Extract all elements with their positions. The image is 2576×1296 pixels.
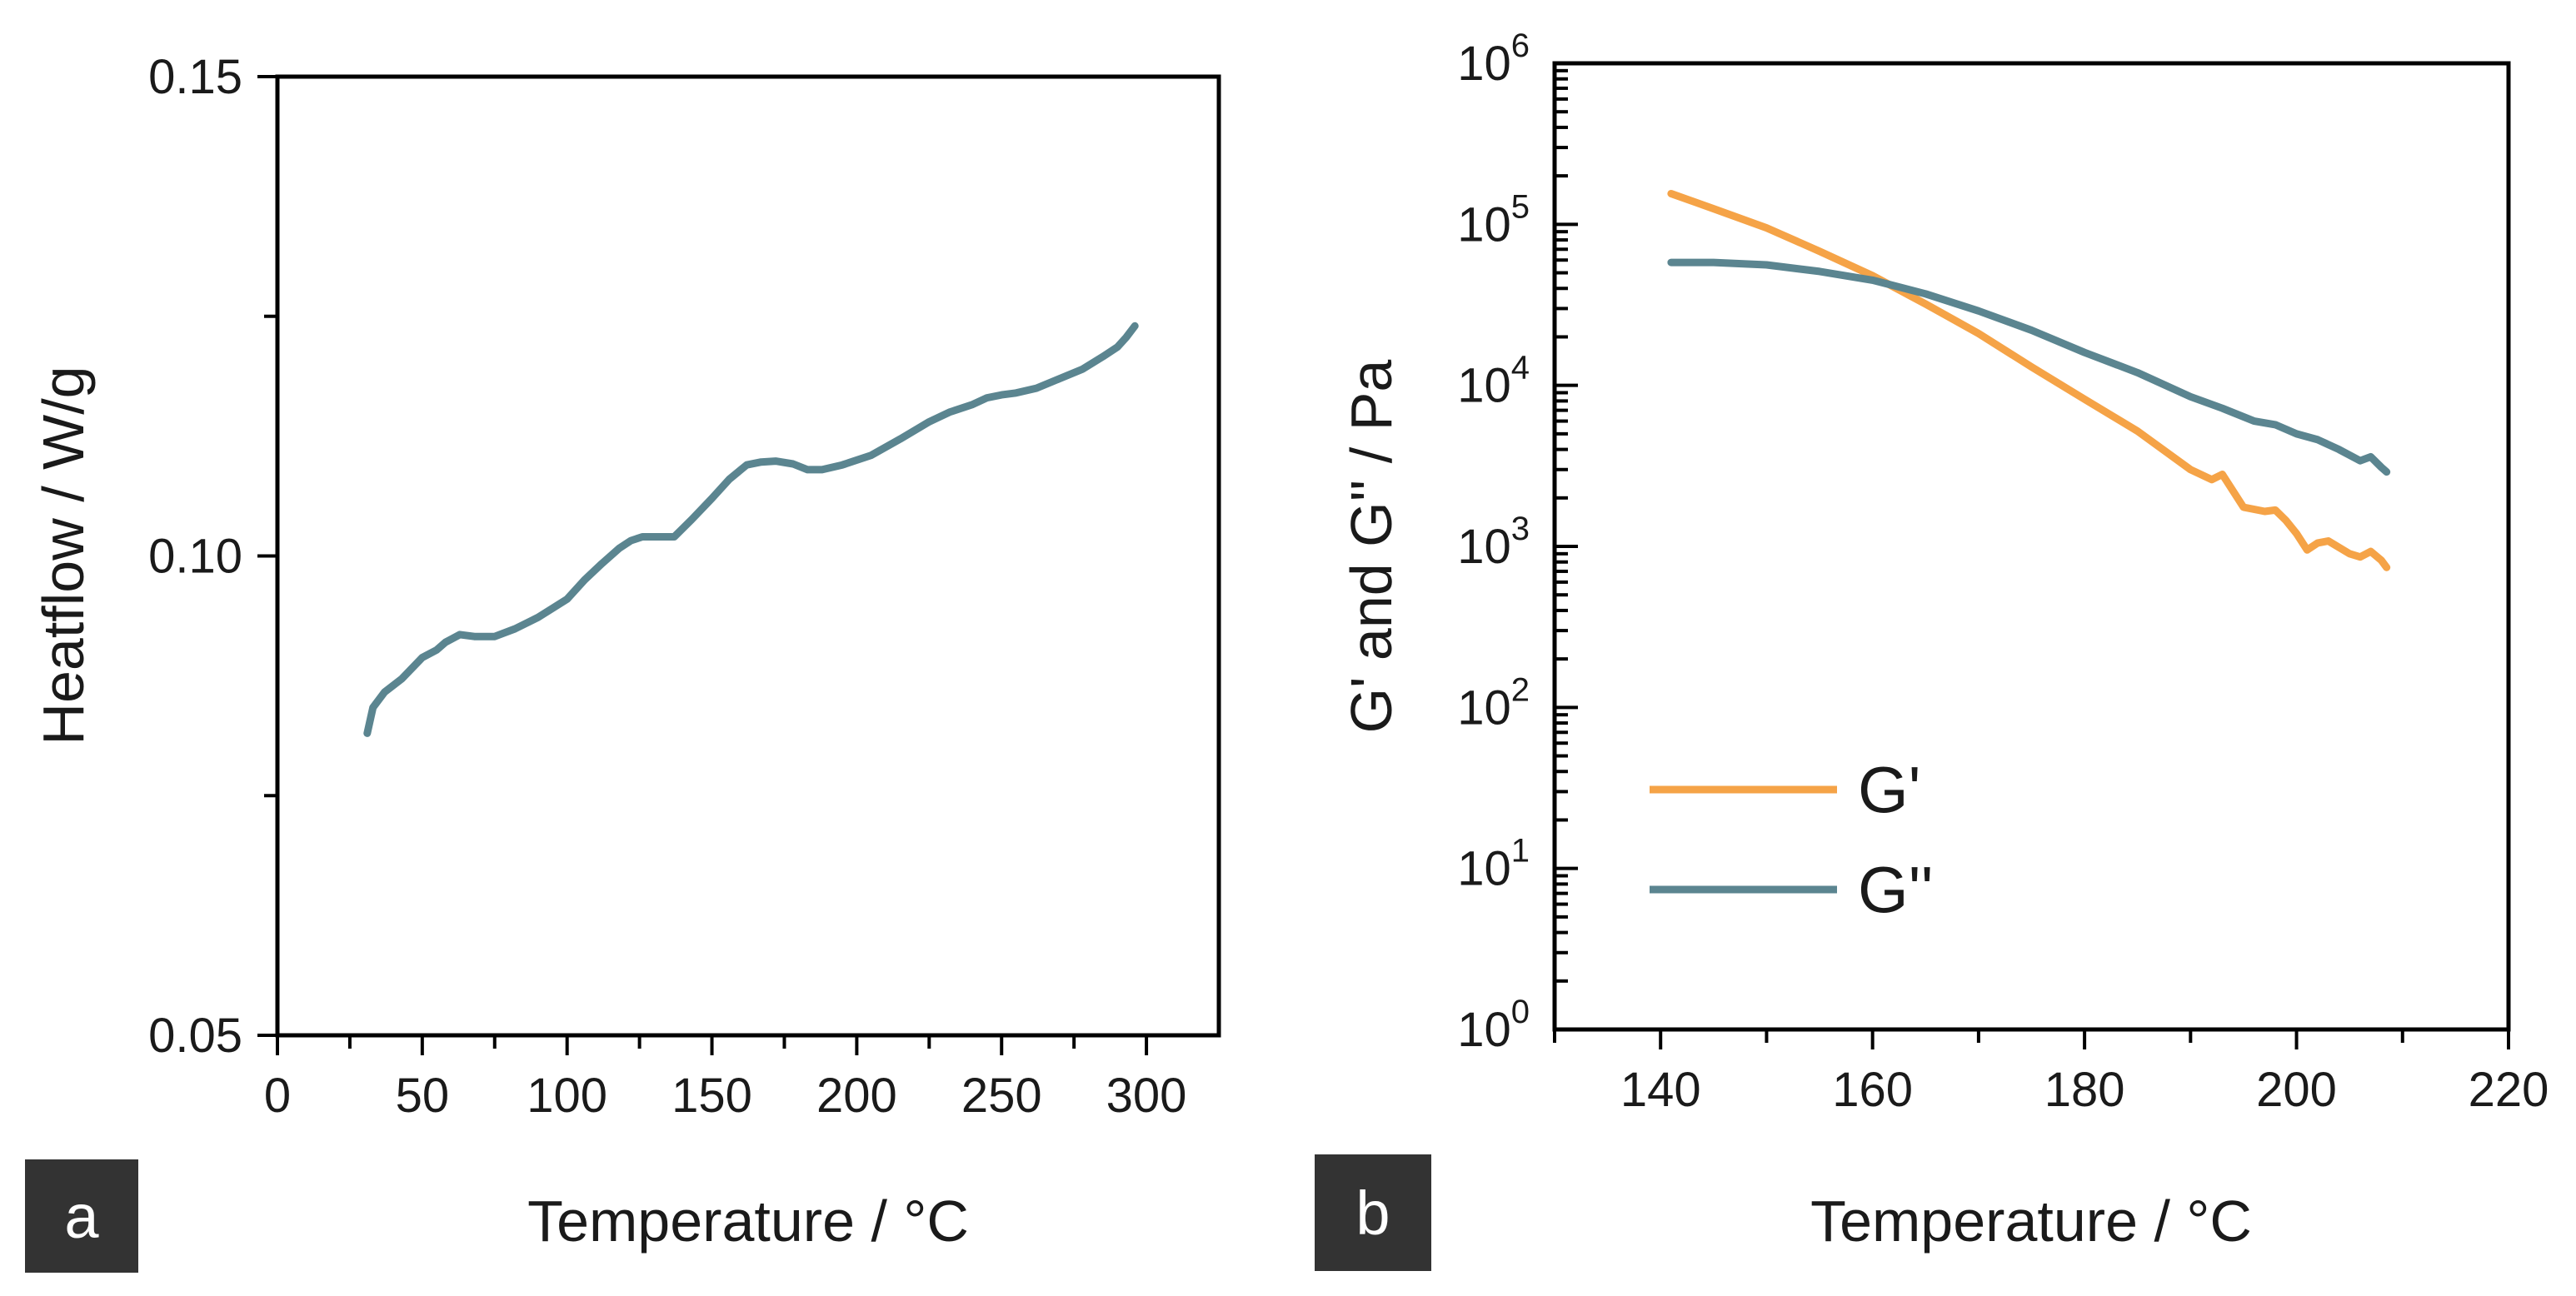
legend: G' G'' (1650, 753, 1933, 926)
panel-a-plot-frame (275, 74, 1221, 1038)
panel-b-y-tick-label: 103 (1457, 511, 1530, 574)
panel-b-tag: b (1315, 1154, 1431, 1271)
panel-b-modulus-chart: 140 160 180 200 220 100 101 102 103 104 105 106 Te… (1315, 27, 2549, 1271)
panel-b-plot-frame (1552, 61, 2511, 1032)
panel-b-y-tick-label: 106 (1457, 27, 1530, 91)
legend-label-g-prime: G' (1858, 753, 1921, 826)
panel-a-heatflow-chart: 0 50 100 150 200 250 300 0.05 0.10 0.15 Temperat… (25, 50, 1221, 1273)
panel-b-tag-label: b (1355, 1179, 1390, 1248)
panel-a-x-tick-label: 50 (396, 1069, 450, 1123)
panel-a-y-tick-label: 0.10 (148, 530, 242, 584)
panel-a-y-axis-title: Heatflow / W/g (31, 366, 96, 745)
panel-b-g-prime-line (1667, 190, 2391, 571)
panel-b-x-tick-label: 220 (2469, 1063, 2549, 1117)
panel-a-x-tick-label: 200 (816, 1069, 897, 1123)
panel-b-x-tick-label: 140 (1620, 1063, 1701, 1117)
panel-a-y-tick-label: 0.05 (148, 1009, 242, 1063)
panel-a-x-tick-label: 300 (1106, 1069, 1187, 1123)
panel-a-y-tick-label: 0.15 (148, 50, 242, 104)
panel-a-x-ticks: 0 50 100 150 200 250 300 (264, 1035, 1187, 1123)
panel-b-y-axis-title: G' and G'' / Pa (1339, 360, 1404, 734)
panel-a-tag-box (25, 1159, 138, 1273)
panel-a-tag-label: a (64, 1182, 99, 1251)
panel-b-series (1667, 190, 2391, 571)
panel-b-g-double-prime-line (1667, 258, 2391, 476)
panel-a-x-tick-label: 100 (527, 1069, 607, 1123)
panel-b-x-tick-label: 160 (1832, 1063, 1913, 1117)
panel-b-y-tick-label: 102 (1457, 671, 1530, 735)
panel-b-x-tick-label: 180 (2044, 1063, 2125, 1117)
panel-a-tag: a (25, 1159, 138, 1273)
panel-b-y-tick-label: 104 (1457, 350, 1530, 413)
panel-b-x-tick-label: 200 (2256, 1063, 2337, 1117)
legend-label-g-double-prime: G'' (1858, 853, 1933, 926)
panel-a-x-axis-title: Temperature / °C (527, 1189, 969, 1254)
panel-b-x-axis-title: Temperature / °C (1810, 1189, 2252, 1254)
panel-a-x-tick-label: 0 (264, 1069, 291, 1123)
panel-b-y-tick-label: 100 (1457, 994, 1530, 1057)
panel-b-y-ticks: 100 101 102 103 104 105 106 (1457, 27, 1578, 1057)
panel-a-heatflow-line (363, 322, 1139, 737)
panel-b-tag-box (1315, 1154, 1431, 1271)
panel-b-y-tick-label: 105 (1457, 188, 1530, 252)
panel-b-x-ticks: 140 160 180 200 220 (1553, 1029, 2549, 1117)
panel-b-y-tick-label: 101 (1457, 833, 1530, 896)
panel-a-y-ticks: 0.05 0.10 0.15 (148, 50, 277, 1063)
panel-a-series (363, 322, 1139, 737)
panel-a-x-tick-label: 250 (961, 1069, 1042, 1123)
panel-a-x-tick-label: 150 (671, 1069, 752, 1123)
